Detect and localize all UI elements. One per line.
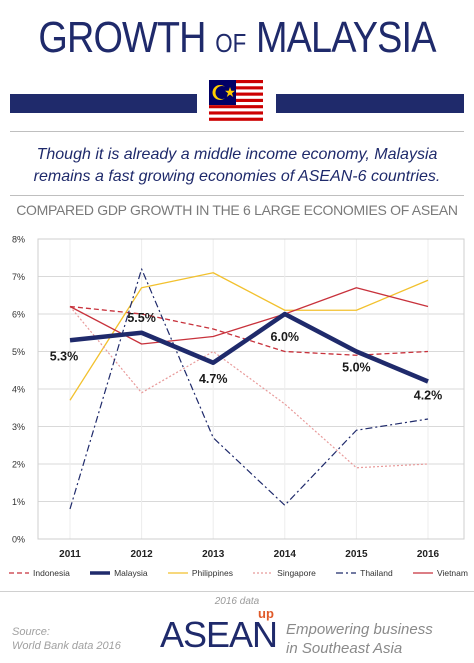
y-tick-label: 4% (12, 385, 25, 395)
y-tick-label: 2% (12, 460, 25, 470)
divider-footer (0, 591, 474, 592)
legend-label: Vietnam (436, 568, 468, 578)
y-tick-label: 1% (12, 497, 25, 507)
data-label-malaysia: 5.3% (50, 349, 79, 363)
brand-logo-sup: up (258, 606, 274, 621)
subtitle: Though it is already a middle income eco… (10, 144, 464, 188)
header-band-right (276, 94, 464, 113)
x-tick-label: 2016 (417, 549, 440, 560)
data-label-malaysia: 6.0% (271, 330, 300, 344)
data-label-malaysia: 5.5% (127, 311, 156, 325)
subtitle-line-2: remains a fast growing economies of ASEA… (33, 168, 441, 185)
legend-item-malaysia: Malaysia (89, 566, 148, 580)
gdp-growth-chart: 0% 1% 2% 3% 4% 5% 6% 7% 8% 2011 2012 2013 2014 2015 20… (12, 235, 465, 560)
legend-item-indonesia: Indonesia (8, 566, 70, 580)
malaysia-flag-icon (209, 80, 263, 124)
x-tick-label: 2011 (59, 549, 81, 560)
y-tick-label: 5% (12, 347, 25, 357)
divider-top (10, 131, 464, 132)
tagline-line-1: Empowering business (286, 621, 433, 638)
legend-swatch (9, 572, 29, 574)
series-line-thailand (69, 268, 429, 510)
data-label-malaysia: 4.7% (199, 372, 228, 386)
x-tick-label: 2015 (345, 549, 368, 560)
legend-item-philippines: Philippines (167, 566, 233, 580)
series-line-indonesia (69, 305, 429, 356)
x-tick-label: 2013 (202, 549, 225, 560)
legend-swatch (412, 572, 433, 574)
y-tick-label: 3% (12, 422, 25, 432)
series-line-philippines (69, 272, 429, 401)
data-label-malaysia: 4.2% (414, 389, 443, 403)
subtitle-line-1: Though it is already a middle income eco… (36, 146, 438, 163)
chart-title: COMPARED GDP GROWTH IN THE 6 LARGE ECONO… (16, 202, 458, 218)
legend-label: Singapore (277, 568, 316, 578)
chart-legend: Indonesia Malaysia Philippines Singapore Tha… (8, 566, 468, 580)
source-note: Source: World Bank data 2016 (12, 625, 121, 653)
brand-tagline: Empowering business in Southeast Asia (286, 620, 433, 658)
legend-label: Indonesia (33, 568, 70, 578)
tagline-line-2: in Southeast Asia (286, 640, 403, 657)
data-year: 2016 data (214, 596, 260, 607)
y-tick-label: 6% (12, 310, 25, 320)
legend-swatch (336, 572, 357, 574)
title-malaysia: MALAYSIA (255, 13, 436, 62)
x-tick-label: 2014 (274, 549, 297, 560)
header-band-left (10, 94, 197, 113)
series-line-singapore (69, 306, 429, 469)
legend-item-singapore: Singapore (252, 566, 316, 580)
divider-middle (10, 195, 464, 196)
x-tick-label: 2012 (130, 549, 153, 560)
y-tick-label: 8% (12, 235, 25, 245)
legend-item-thailand: Thailand (335, 566, 393, 580)
legend-item-vietnam: Vietnam (412, 566, 468, 580)
source-label: Source: (12, 626, 50, 638)
title-growth: GROWTH (38, 13, 206, 62)
legend-swatch (167, 572, 188, 574)
data-label-malaysia: 5.0% (342, 361, 371, 375)
legend-label: Thailand (360, 568, 393, 578)
title-of: OF (215, 28, 247, 58)
y-tick-label: 7% (12, 272, 25, 282)
brand-logo: ASEAN (160, 614, 278, 655)
legend-swatch (90, 571, 111, 575)
y-tick-label: 0% (12, 535, 25, 545)
series-line-vietnam (69, 287, 429, 345)
source-text: World Bank data 2016 (12, 640, 121, 652)
page-title: GROWTH OF MALAYSIA (33, 8, 441, 73)
legend-swatch (253, 572, 274, 574)
plot-frame (37, 238, 465, 540)
legend-label: Malaysia (114, 568, 148, 578)
series-line-malaysia (69, 311, 429, 384)
legend-label: Philippines (191, 568, 233, 578)
